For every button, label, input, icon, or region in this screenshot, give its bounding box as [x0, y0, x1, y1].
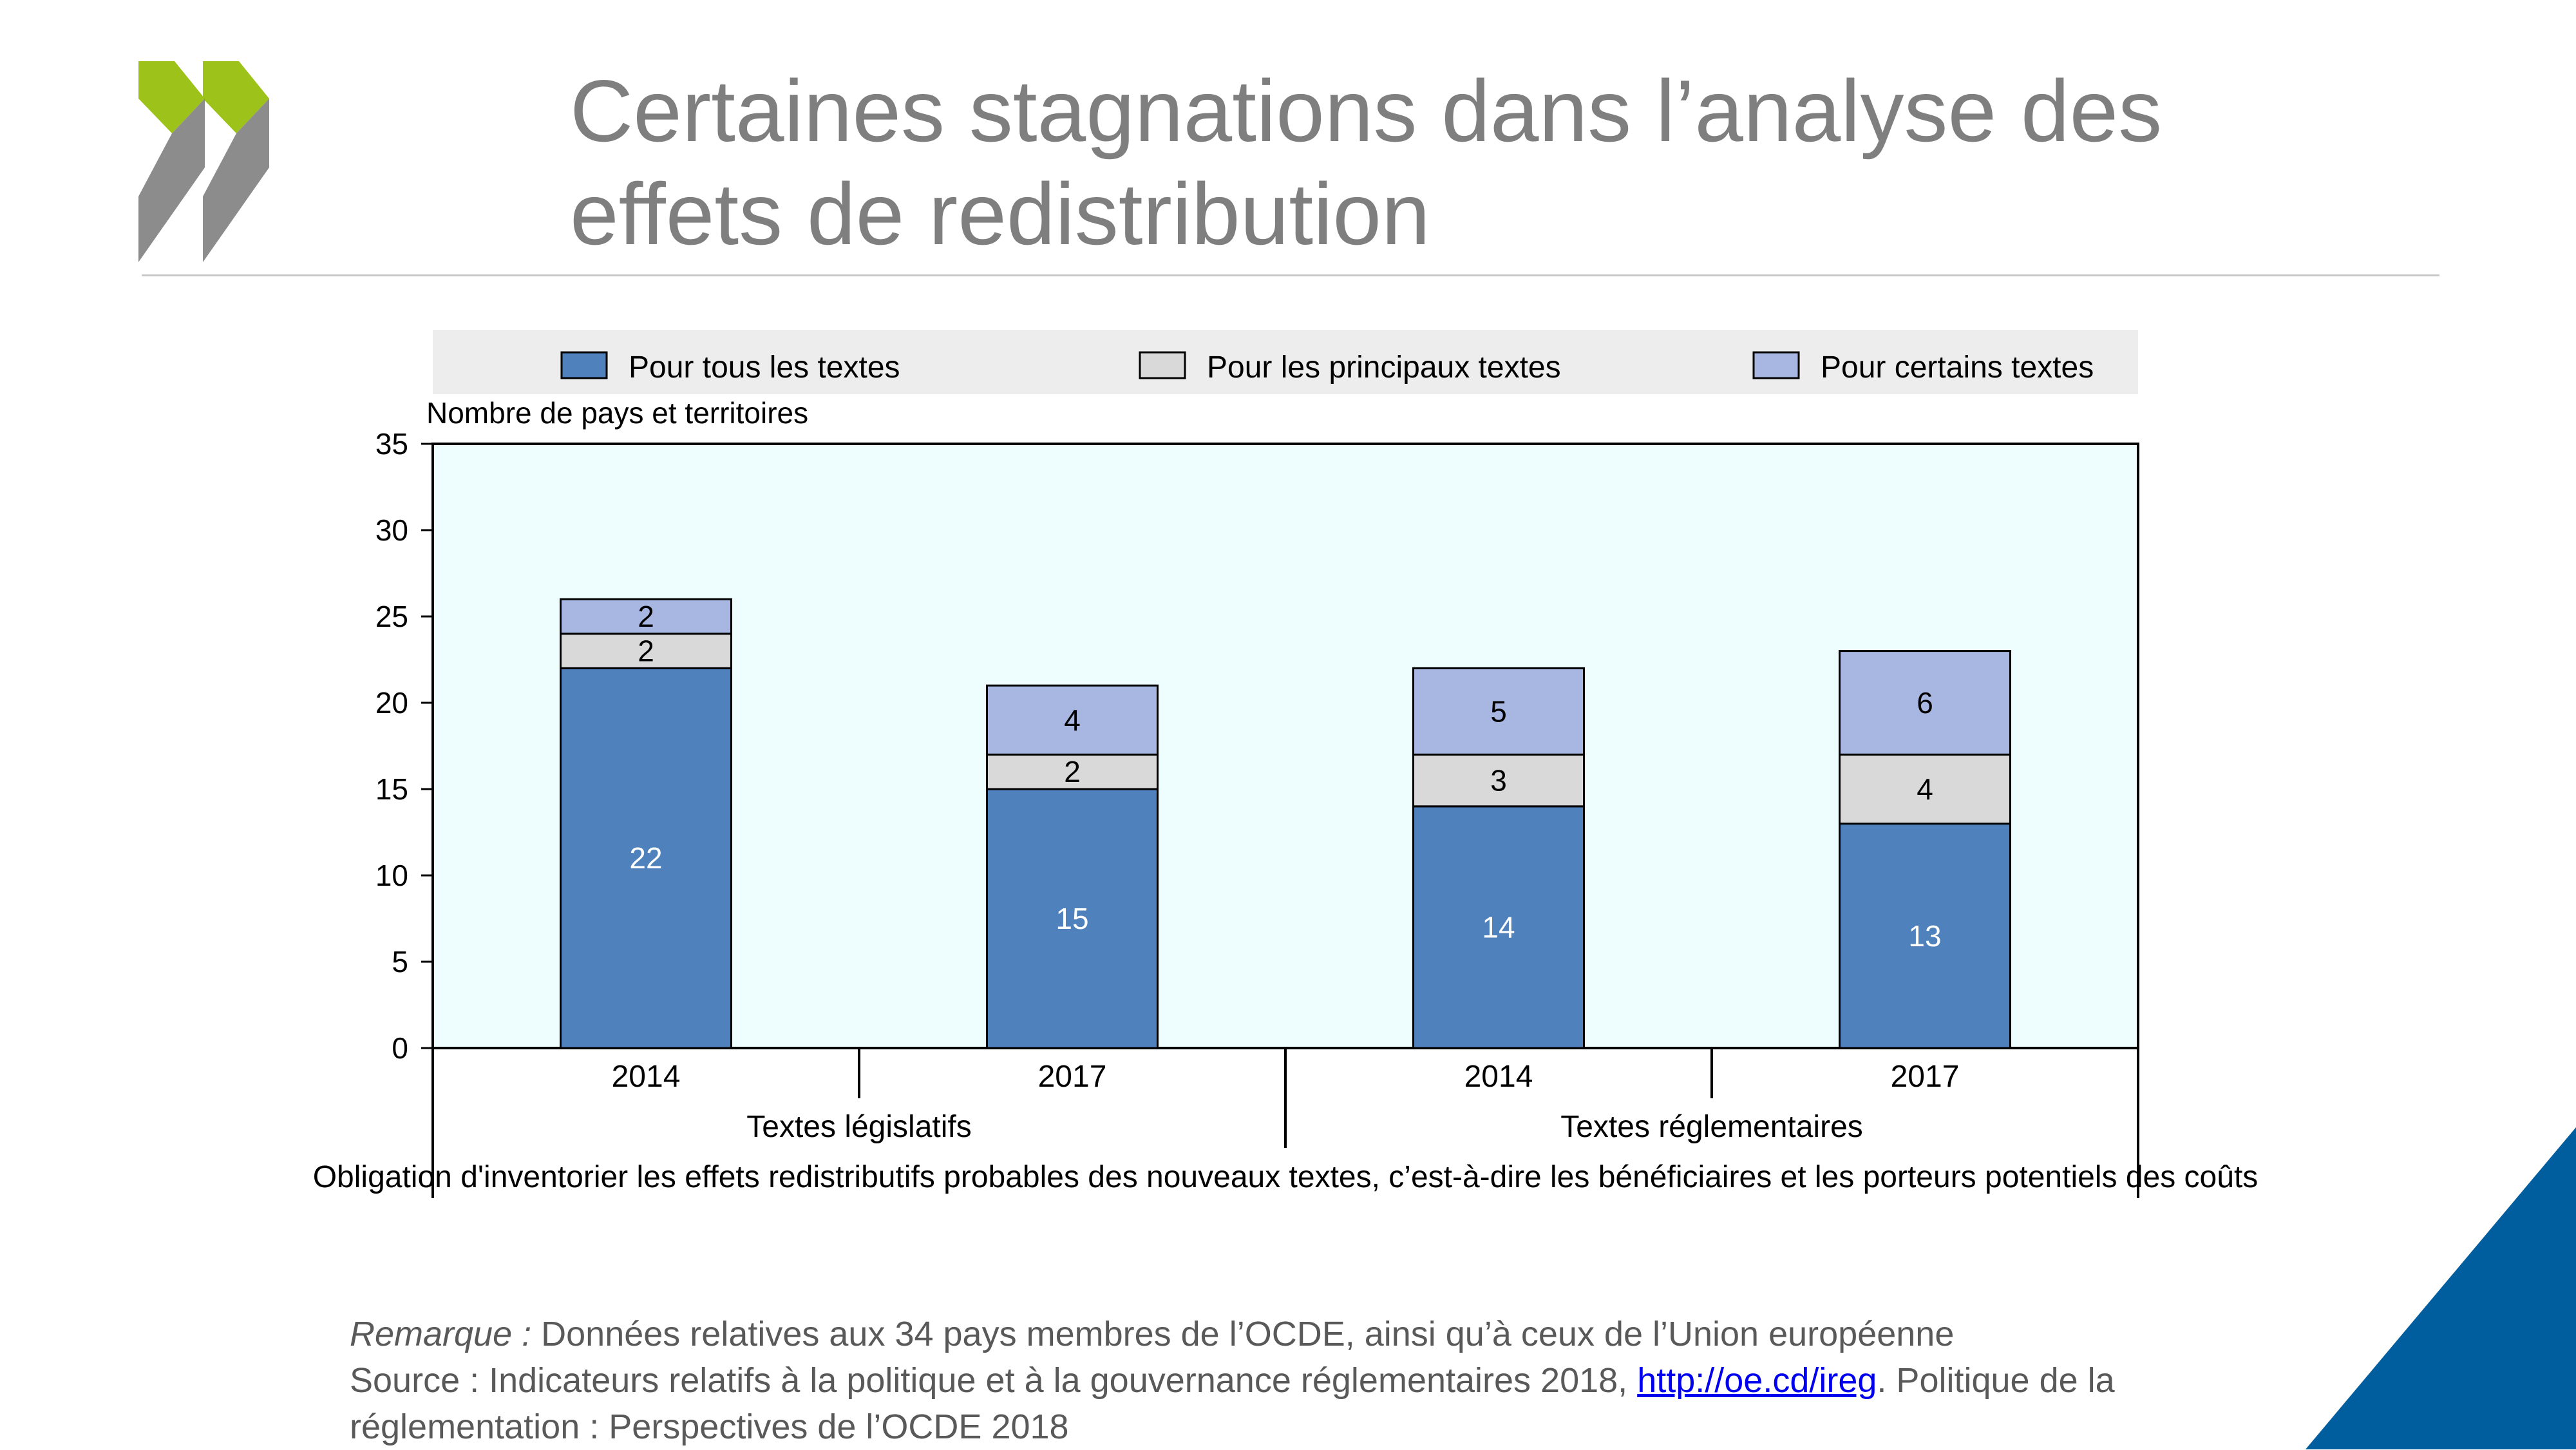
corner-triangle — [2306, 1127, 2576, 1449]
bar-segment — [560, 667, 732, 1049]
legend-label: Pour les principaux textes — [1207, 350, 1561, 385]
bar-segment — [560, 598, 732, 635]
legend-label: Pour tous les textes — [629, 350, 900, 385]
y-axis-label: Nombre de pays et territoires — [426, 396, 808, 430]
source-link[interactable]: http://oe.cd/ireg — [1637, 1361, 1877, 1400]
x-group-label: Textes réglementaires — [1560, 1110, 1863, 1144]
remark-note: Remarque : Données relatives aux 34 pays… — [350, 1311, 2217, 1357]
stacked-bar-chart: Pour tous les textes Pour les principaux … — [313, 330, 2259, 1198]
bar-segment — [1412, 667, 1585, 756]
x-group-label: Textes législatifs — [746, 1110, 971, 1144]
x-tick-label: 2014 — [1464, 1060, 1533, 1094]
y-tick-label: 35 — [375, 427, 408, 461]
x-tick-label: 2017 — [1891, 1060, 1960, 1094]
source-note: Source : Indicateurs relatifs à la polit… — [350, 1357, 2217, 1450]
title-line-1: Certaines stagnations dans l’analyse des — [570, 62, 2163, 160]
y-axis: 0 5 10 15 20 25 30 35 — [375, 427, 433, 1065]
y-tick-label: 0 — [392, 1031, 408, 1065]
legend-swatch — [1139, 351, 1186, 379]
logo-chevron-gray-left — [138, 99, 205, 262]
x-tick-label: 2017 — [1038, 1060, 1107, 1094]
logo-chevron-green-left — [138, 61, 205, 133]
oecd-logo — [138, 61, 269, 262]
bar-value-label: 6 — [1917, 686, 1933, 720]
y-tick-label: 5 — [392, 945, 408, 978]
bar-value-label: 14 — [1482, 910, 1515, 944]
y-tick-label: 30 — [375, 513, 408, 547]
legend-swatch — [560, 351, 608, 379]
bar-segment — [560, 633, 732, 669]
bar-segment — [1839, 753, 2011, 825]
legend-background — [433, 330, 2138, 394]
bar-value-label: 4 — [1917, 772, 1933, 806]
source-prefix: Source : Indicateurs relatifs à la polit… — [350, 1361, 1638, 1400]
page-title: Certaines stagnations dans l’analyse des… — [570, 59, 2438, 265]
legend-swatch — [1752, 351, 1800, 379]
bar-segment — [1412, 805, 1585, 1049]
logo-chevron-green-right — [203, 61, 269, 133]
y-tick-label: 10 — [375, 859, 408, 892]
chart-notes: Remarque : Données relatives aux 34 pays… — [350, 1311, 2217, 1450]
x-axis-label: Obligation d'inventorier les effets redi… — [313, 1160, 2259, 1194]
bar-value-label: 13 — [1908, 919, 1941, 953]
bar-value-label: 2 — [638, 600, 654, 633]
bar-segment — [1839, 823, 2011, 1049]
bar-value-label: 2 — [1064, 755, 1081, 788]
remark-label: Remarque : — [350, 1315, 532, 1353]
bar-segment — [986, 788, 1159, 1049]
source-suffix: . Politique de la réglementation : Persp… — [350, 1361, 2115, 1446]
bar-segment — [1839, 650, 2011, 756]
bar-value-label: 22 — [629, 841, 662, 875]
bar-value-label: 15 — [1056, 902, 1088, 935]
bar-value-label: 2 — [638, 634, 654, 668]
y-tick-label: 20 — [375, 686, 408, 720]
remark-text: Données relatives aux 34 pays membres de… — [531, 1315, 1955, 1353]
bar-value-label: 5 — [1490, 694, 1507, 728]
bar-value-label: 3 — [1490, 764, 1507, 797]
bar-value-label: 4 — [1064, 703, 1081, 737]
y-tick-label: 15 — [375, 772, 408, 806]
bar-segment — [1412, 753, 1585, 808]
x-axis: 2014 2017 2014 2017 Textes législatifs Textes… — [313, 1048, 2259, 1198]
logo-chevron-gray-right — [203, 99, 269, 262]
y-tick-label: 25 — [375, 600, 408, 633]
title-line-2: effets de redistribution — [570, 165, 1430, 263]
legend-label: Pour certains textes — [1821, 350, 2094, 385]
title-divider — [142, 274, 2439, 276]
bar-segment — [986, 684, 1159, 756]
chart-legend: Pour tous les textes Pour les principaux … — [560, 350, 2094, 385]
corner-triangle-decoration — [2306, 1127, 2576, 1449]
x-tick-label: 2014 — [612, 1060, 681, 1094]
